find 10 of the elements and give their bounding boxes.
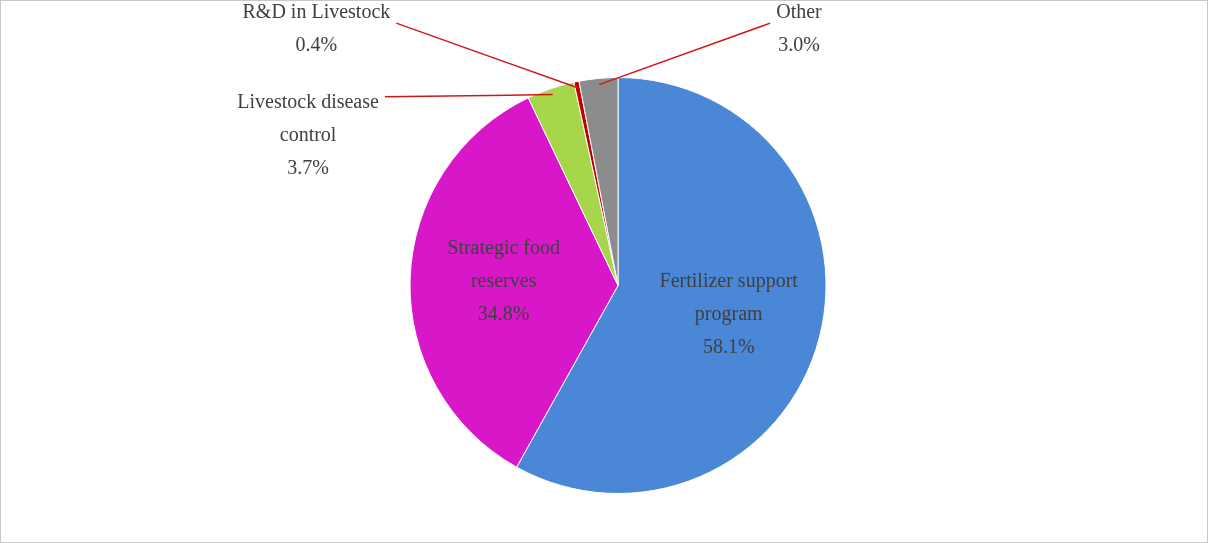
data-label: 3.7%: [287, 155, 329, 178]
slice-label: Livestock disease control: [237, 89, 380, 145]
slice-label: Other: [776, 0, 823, 23]
data-label: 3.0%: [778, 33, 820, 56]
slice-label: Fertilizer support program: [659, 268, 799, 325]
data-label: 0.4%: [295, 33, 338, 56]
data-label: 58.1%: [702, 334, 755, 357]
data-label: 34.8%: [477, 302, 530, 325]
slice-label: Strategic food reserves: [447, 236, 561, 292]
slice-label: R&D in Livestock: [242, 0, 391, 23]
